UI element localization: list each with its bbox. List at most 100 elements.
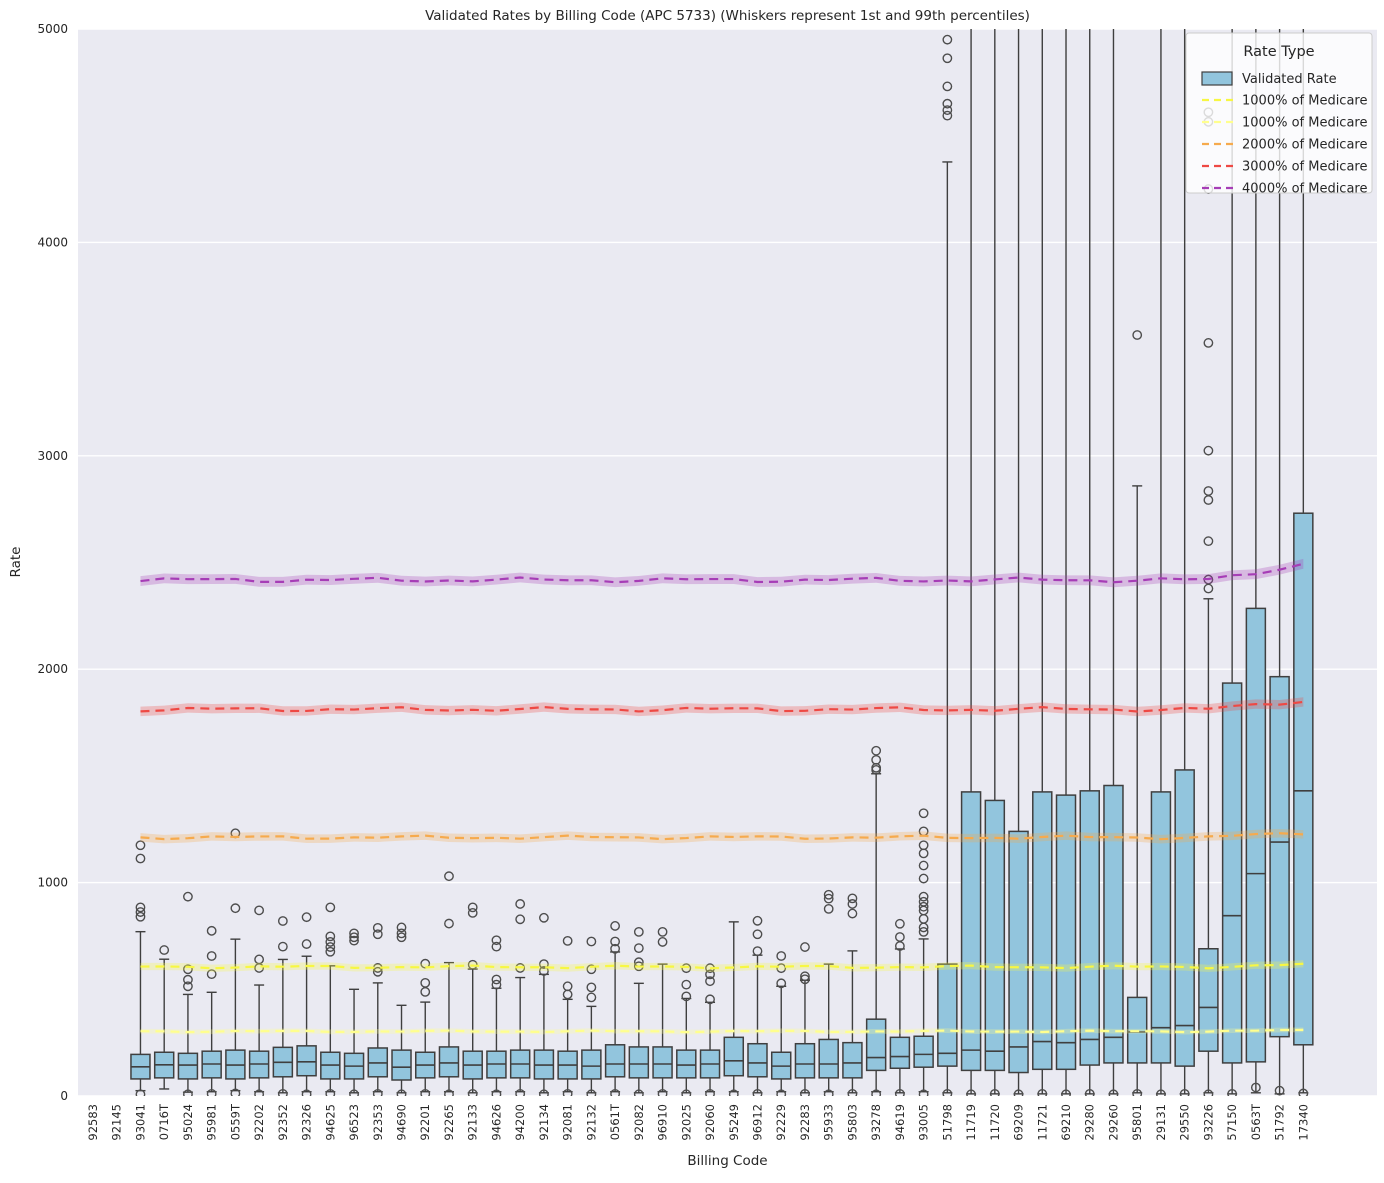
outlier [135,902,146,913]
outlier [135,840,146,851]
x-axis-label: Billing Code [687,1153,768,1169]
box-29550 [1174,29,1195,1096]
outlier [1156,1089,1166,1096]
outlier [681,991,692,1002]
outlier [396,928,407,939]
outlier [942,98,953,109]
outlier [918,926,929,937]
outlier [1203,486,1214,496]
outlier [183,891,193,902]
outlier [420,958,431,969]
legend-label-validated-rate: Validated Rate [1242,72,1337,87]
outlier [586,936,597,947]
outlier [254,905,265,916]
outlier [349,932,359,943]
outlier [491,1089,502,1096]
x-tick-label: 51792 [1273,1104,1287,1141]
x-tick-label: 92060 [703,1104,717,1141]
outlier [1250,1082,1261,1093]
x-tick-label: 29550 [1178,1104,1192,1141]
ref-line-1 [140,1027,1304,1035]
x-tick-label: 95249 [727,1104,741,1141]
outlier [633,926,644,937]
x-tick-label: 96523 [347,1104,361,1141]
x-tick-label: 29131 [1154,1104,1168,1141]
outlier [610,1088,621,1096]
x-tick-label: 69209 [1012,1104,1026,1141]
box-69210 [1055,29,1077,1096]
outlier [705,969,715,980]
x-tick-label: 0561T [608,1103,622,1140]
outlier [681,979,692,990]
outlier [135,911,146,922]
outlier [800,974,810,985]
outlier [823,889,834,900]
x-tick-label: 0559T [228,1103,242,1140]
outlier [254,1089,265,1096]
outlier [800,971,810,982]
box-rect [581,1049,602,1080]
x-tick-label: 92025 [679,1104,693,1141]
ref-band [140,960,1304,972]
outlier [254,954,265,965]
outlier [610,943,621,954]
outlier [562,935,573,946]
outlier [918,1089,929,1096]
outlier [966,1089,976,1096]
outlier [586,982,597,993]
outlier [372,929,383,940]
outlier [325,902,336,913]
box-92081 [557,935,578,1096]
box-94626 [486,935,507,1096]
outlier [491,941,502,952]
box-rect [652,1046,673,1079]
y-tick-label: 1000 [37,876,68,890]
x-tick-label: 96910 [656,1104,670,1141]
outlier [444,871,454,882]
y-tick-label: 4000 [37,235,68,249]
outlier [1203,1089,1214,1096]
x-tick-label: 94619 [893,1104,907,1141]
outlier [349,935,359,946]
box-0561T [604,921,626,1096]
outlier [586,964,597,975]
outlier [444,918,454,929]
outlier [539,966,549,976]
outlier [586,1089,597,1096]
outlier [752,1088,763,1096]
box-rect [391,1049,412,1081]
outlier [1037,1088,1048,1096]
outlier [823,893,834,904]
x-tick-label: 93005 [917,1104,931,1141]
box-rect [818,1038,839,1079]
outlier [1203,536,1214,547]
outlier [1013,1089,1024,1096]
x-tick-label: 94200 [513,1104,527,1141]
ref-band [140,828,1304,844]
ref-line-0 [140,960,1304,972]
x-tick-label: 69210 [1059,1104,1073,1141]
y-tick-label: 2000 [37,662,68,676]
outlier [467,902,478,913]
x-tick-label: 51798 [940,1104,954,1141]
outlier [918,840,929,851]
box-rect [1198,948,1219,1052]
outlier [800,942,810,952]
x-tick-label: 92229 [774,1104,788,1141]
x-tick-label: 11719 [964,1104,978,1141]
outlier [1084,1088,1095,1096]
box-96912 [747,915,768,1096]
x-tick-label: 93041 [133,1104,147,1141]
x-tick-label: 95803 [845,1104,859,1141]
x-tick-label: 92583 [86,1104,100,1141]
outlier [1298,1088,1309,1096]
outlier [942,81,953,92]
outlier [491,974,502,985]
x-tick-label: 11720 [988,1104,1002,1141]
outlier [776,963,787,974]
outlier [372,1088,383,1096]
plot-artists [130,29,1314,1096]
box-92132 [581,936,602,1096]
